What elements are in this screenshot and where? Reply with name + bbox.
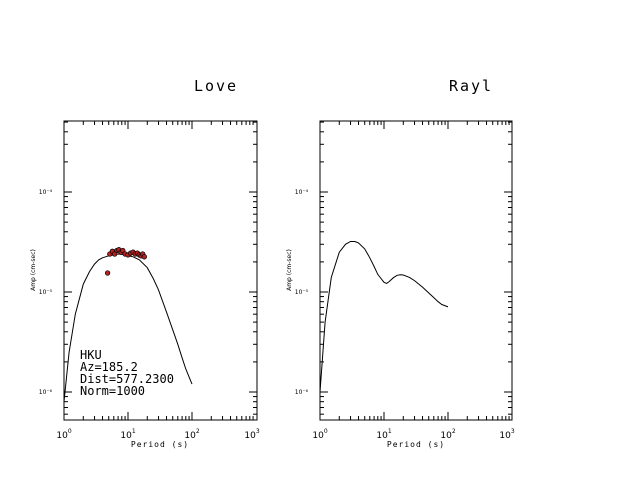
data-point xyxy=(104,270,111,276)
rayl-model-curve xyxy=(319,241,449,393)
love-xtick-3: 103 xyxy=(244,428,259,441)
rayl-xtick-1: 101 xyxy=(376,428,391,441)
love-xtick-0: 100 xyxy=(56,428,71,441)
rayl-xlabel: Period (s) xyxy=(387,440,445,449)
love-title: Love xyxy=(194,77,238,95)
love-xtick-2: 102 xyxy=(184,428,199,441)
rayl-ytick-1: 10⁻⁵ xyxy=(295,289,309,296)
love-ylabel: Amp (cm-sec) xyxy=(30,249,37,291)
love-observed-points xyxy=(104,247,147,276)
rayl-xtick-2: 102 xyxy=(440,428,455,441)
love-axes xyxy=(63,120,258,421)
rayl-ylabel: Amp (cm-sec) xyxy=(286,249,293,291)
rayl-axes xyxy=(319,120,513,421)
rayl-xtick-3: 103 xyxy=(499,428,514,441)
plot-frame xyxy=(63,120,258,421)
data-point xyxy=(141,254,147,260)
love-ytick-1: 10⁻⁵ xyxy=(39,289,53,296)
rayl-ytick-2: 10⁻⁴ xyxy=(295,189,309,196)
love-xlabel: Period (s) xyxy=(131,440,189,449)
rayl-ytick-0: 10⁻⁶ xyxy=(295,389,309,396)
plot-frame xyxy=(319,120,513,421)
rayl-title: Rayl xyxy=(449,77,493,95)
distance-label: Dist=577.2300 xyxy=(80,372,174,386)
love-ytick-0: 10⁻⁶ xyxy=(39,389,53,396)
norm-label: Norm=1000 xyxy=(80,384,145,398)
love-panel: Love 100 101 102 103 10⁻⁶ 10⁻⁵ 10⁻⁴ Peri… xyxy=(30,77,260,449)
station-label: HKU xyxy=(80,348,102,362)
rayl-panel: Rayl 100 101 102 103 10⁻⁶ 10⁻⁵ 10⁻⁴ Peri… xyxy=(286,77,515,449)
azimuth-label: Az=185.2 xyxy=(80,360,138,374)
love-ytick-2: 10⁻⁴ xyxy=(39,189,53,196)
rayl-xtick-0: 100 xyxy=(312,428,327,441)
love-xtick-1: 101 xyxy=(120,428,135,441)
